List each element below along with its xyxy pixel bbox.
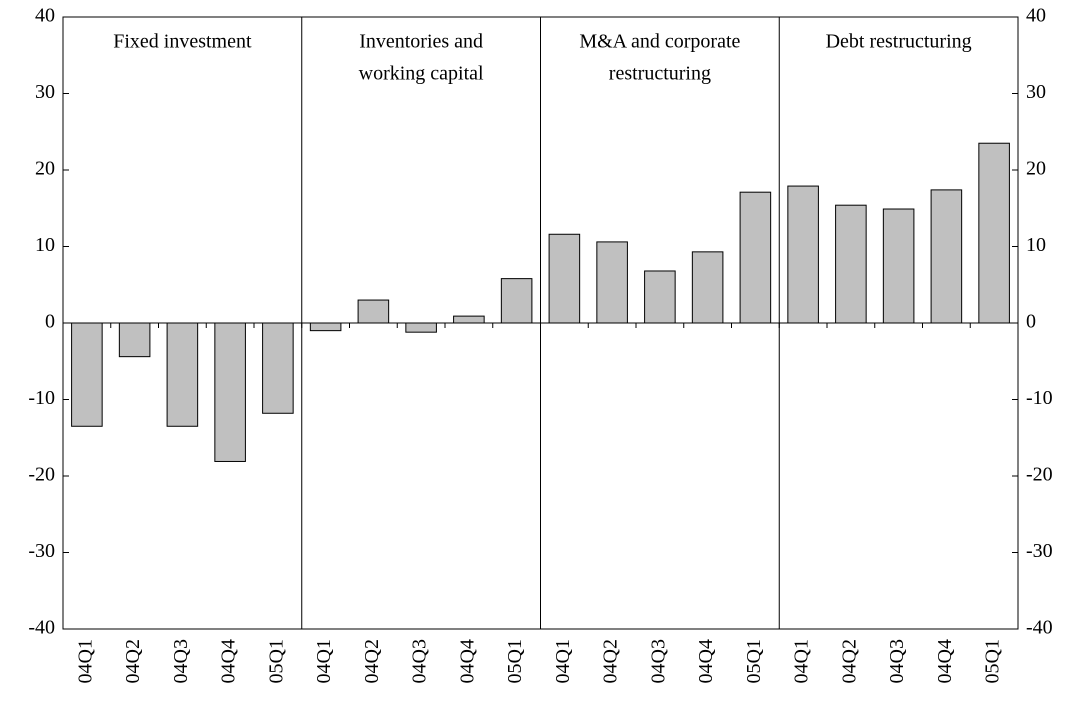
- panel-label: M&A and corporate: [579, 31, 740, 53]
- bar: [166, 322, 199, 427]
- bar: [835, 204, 867, 324]
- panel-label: Fixed investment: [113, 31, 252, 53]
- bar: [596, 241, 628, 324]
- x-tick-label: 05Q1: [265, 639, 287, 683]
- x-tick-label: 04Q2: [122, 639, 144, 683]
- y-tick-label: -30: [28, 540, 55, 562]
- y2-tick-label: 40: [1026, 5, 1046, 27]
- bar: [787, 185, 819, 324]
- bar: [262, 322, 294, 414]
- x-tick-label: 04Q3: [647, 639, 669, 683]
- y2-tick-label: -20: [1026, 464, 1053, 486]
- x-tick-label: 04Q2: [361, 639, 383, 683]
- y2-tick-label: -30: [1026, 540, 1053, 562]
- x-tick-label: 04Q4: [934, 639, 956, 683]
- panel-label: Debt restructuring: [826, 31, 972, 53]
- y2-tick-label: 0: [1026, 311, 1036, 333]
- bar: [405, 322, 437, 333]
- bar: [548, 233, 581, 324]
- y2-tick-label: 20: [1026, 158, 1046, 180]
- y2-tick-label: -40: [1026, 617, 1053, 639]
- x-tick-label: 04Q1: [791, 639, 813, 683]
- x-tick-label: 04Q4: [695, 639, 717, 683]
- y-tick-label: 40: [35, 5, 55, 27]
- bar: [357, 299, 390, 324]
- x-tick-label: 04Q4: [456, 639, 478, 683]
- x-tick-label: 04Q4: [218, 639, 240, 683]
- y-tick-label: 10: [35, 234, 55, 256]
- x-tick-label: 04Q3: [170, 639, 192, 683]
- y-tick-label: 0: [45, 311, 55, 333]
- x-tick-label: 04Q1: [313, 639, 335, 683]
- x-tick-label: 04Q1: [74, 639, 96, 683]
- bar: [214, 322, 246, 462]
- bar: [691, 251, 724, 324]
- x-tick-label: 04Q2: [838, 639, 860, 683]
- y2-tick-label: 30: [1026, 81, 1046, 103]
- x-tick-label: 04Q1: [552, 639, 574, 683]
- panel-label: Inventories and: [359, 31, 483, 53]
- y-tick-label: -20: [28, 464, 55, 486]
- bar: [978, 142, 1010, 324]
- bar: [453, 315, 485, 324]
- y-tick-label: 20: [35, 158, 55, 180]
- y-tick-label: -40: [28, 617, 55, 639]
- bar: [739, 191, 772, 324]
- bar: [500, 278, 533, 324]
- x-tick-label: 04Q3: [409, 639, 431, 683]
- x-tick-label: 05Q1: [982, 639, 1004, 683]
- x-tick-label: 05Q1: [743, 639, 765, 683]
- y2-tick-label: -10: [1026, 387, 1053, 409]
- y2-tick-label: 10: [1026, 234, 1046, 256]
- bar: [118, 322, 151, 358]
- bar: [644, 270, 676, 324]
- y-tick-label: 30: [35, 81, 55, 103]
- bar: [71, 322, 103, 427]
- x-tick-label: 05Q1: [504, 639, 526, 683]
- bar: [882, 208, 915, 324]
- panel-label: restructuring: [609, 63, 711, 85]
- x-tick-label: 04Q3: [886, 639, 908, 683]
- x-tick-label: 04Q2: [600, 639, 622, 683]
- y-tick-label: -10: [28, 387, 55, 409]
- bar: [930, 189, 963, 324]
- bar: [309, 322, 342, 332]
- panel-label: working capital: [359, 63, 484, 85]
